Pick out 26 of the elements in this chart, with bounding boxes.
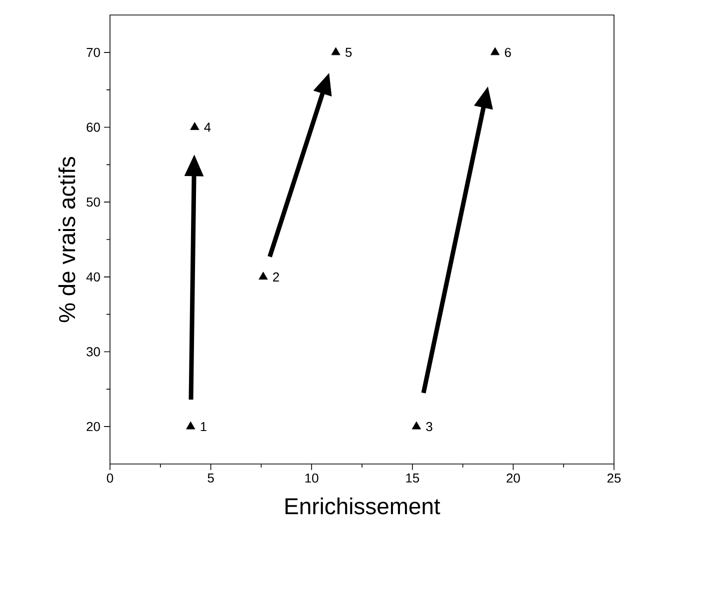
point — [412, 421, 421, 430]
x-tick-label: 10 — [305, 474, 318, 483]
x-axis-title: Enrichissement — [286, 498, 440, 514]
point — [186, 421, 196, 430]
annotation: 6 — [504, 48, 511, 57]
annotation: 4 — [204, 122, 211, 132]
point — [490, 47, 500, 56]
x-tick-label: 0 — [106, 474, 114, 483]
y-tick-label: 60 — [86, 122, 100, 132]
x-tick-label: 5 — [208, 474, 214, 483]
x-tick-label: 25 — [607, 474, 621, 483]
y-tick-label: 40 — [86, 272, 100, 282]
y-tick-label: 70 — [86, 48, 100, 57]
y-tick-label: 50 — [86, 197, 100, 207]
x-tick-label: 15 — [406, 474, 420, 483]
annotation: 3 — [426, 422, 432, 432]
y-axis-title: % de vrais actifs — [58, 156, 76, 322]
point — [190, 122, 200, 130]
y-tick-label: 30 — [86, 347, 100, 356]
annotation: 5 — [346, 48, 352, 57]
x-tick-label: 20 — [506, 474, 520, 483]
annotation: 1 — [200, 422, 206, 432]
annotation: 2 — [273, 272, 279, 282]
point — [331, 47, 340, 56]
point — [258, 272, 268, 280]
y-tick-label: 20 — [86, 422, 100, 432]
